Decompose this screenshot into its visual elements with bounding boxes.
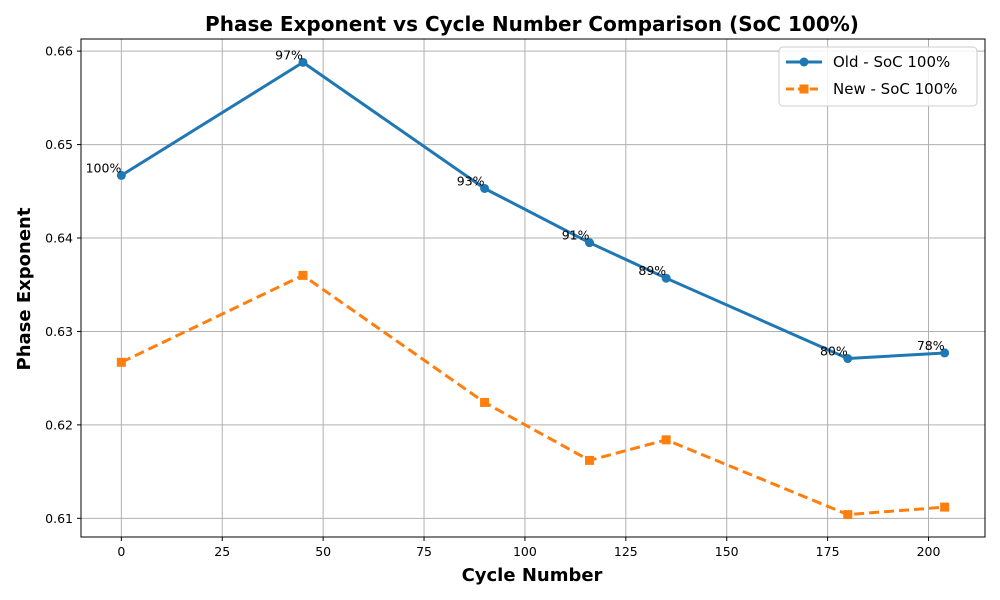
series-0: 100% 97% 93% 91% 89% 80% 78% bbox=[86, 47, 950, 364]
x-tick-label: 125 bbox=[614, 544, 638, 559]
y-tick-label: 0.61 bbox=[45, 511, 73, 526]
x-tick-label: 0 bbox=[117, 544, 125, 559]
data-point bbox=[480, 397, 490, 407]
y-tick-label: 0.62 bbox=[45, 417, 73, 432]
data-point bbox=[843, 354, 853, 364]
point-annotation: 80% bbox=[820, 344, 848, 359]
y-tick-label: 0.64 bbox=[45, 231, 73, 246]
data-point bbox=[843, 510, 853, 520]
y-tick-label: 0.65 bbox=[45, 137, 73, 152]
x-tick-label: 150 bbox=[715, 544, 739, 559]
point-annotation: 78% bbox=[917, 338, 945, 353]
legend-marker-old bbox=[799, 57, 809, 67]
point-annotation: 100% bbox=[86, 160, 122, 175]
data-point bbox=[661, 435, 671, 445]
ticks: 0 25 50 75 100 125 150 175 200 0.61 0.62 0.63 0.64 0.… bbox=[45, 44, 940, 559]
x-tick-label: 75 bbox=[416, 544, 432, 559]
data-point bbox=[116, 357, 126, 367]
point-annotation: 97% bbox=[275, 47, 303, 62]
x-tick-label: 200 bbox=[917, 544, 941, 559]
x-tick-label: 25 bbox=[214, 544, 230, 559]
chart-title: Phase Exponent vs Cycle Number Compariso… bbox=[205, 12, 859, 36]
x-tick-label: 100 bbox=[513, 544, 537, 559]
y-tick-label: 0.63 bbox=[45, 324, 73, 339]
legend-marker-new bbox=[799, 84, 809, 94]
y-axis-label: Phase Exponent bbox=[14, 207, 35, 370]
legend-label-old: Old - SoC 100% bbox=[833, 53, 950, 71]
data-point bbox=[480, 183, 490, 193]
series-1 bbox=[116, 270, 950, 520]
data-point bbox=[298, 57, 308, 67]
plot-frame bbox=[80, 38, 986, 538]
point-annotation: 89% bbox=[638, 263, 666, 278]
point-annotation: 93% bbox=[457, 173, 485, 188]
data-point bbox=[940, 502, 950, 512]
data-point bbox=[116, 170, 126, 180]
data-point bbox=[585, 455, 594, 465]
series-line bbox=[120, 60, 945, 361]
grid bbox=[81, 39, 985, 537]
y-tick-label: 0.66 bbox=[45, 44, 73, 59]
legend-box bbox=[778, 46, 978, 107]
legend: Old - SoC 100% New - SoC 100% bbox=[778, 46, 978, 107]
series-layer: 100% 97% 93% 91% 89% 80% 78% bbox=[86, 47, 950, 520]
data-point bbox=[298, 270, 308, 280]
legend-label-new: New - SoC 100% bbox=[833, 80, 958, 98]
x-tick-label: 50 bbox=[315, 544, 331, 559]
data-point bbox=[585, 238, 594, 248]
series-line bbox=[120, 273, 945, 517]
x-axis-label: Cycle Number bbox=[462, 565, 603, 586]
data-point bbox=[661, 273, 671, 283]
point-annotation: 91% bbox=[562, 228, 590, 243]
data-point bbox=[940, 348, 950, 358]
x-tick-label: 175 bbox=[816, 544, 840, 559]
